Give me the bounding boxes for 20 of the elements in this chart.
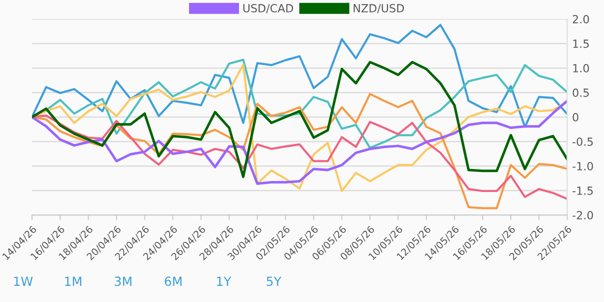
text: 1M (65, 276, 82, 286)
line-series (32, 24, 568, 128)
text: 6M (164, 276, 182, 286)
text: 3M (114, 276, 132, 286)
y-tick-label: 0.5 (572, 88, 589, 97)
y-tick-label: 1.0 (573, 64, 589, 72)
text: 1Y (217, 276, 232, 286)
text: 5Y (266, 276, 282, 286)
y-tick-label: -1.5 (572, 186, 593, 195)
y-tick-label: 0 (572, 113, 578, 122)
y-tick-label: -1.0 (572, 162, 593, 170)
legend-label: USD/CAD (243, 4, 294, 14)
text: 1W (14, 276, 33, 286)
y-tick-label: -0.5 (572, 138, 593, 146)
y-tick-label: -2.0 (572, 211, 593, 220)
legend-label: NZD/USD (354, 4, 404, 14)
line-series (32, 114, 568, 200)
line-series (32, 100, 568, 185)
y-tick-label: 1.5 (573, 40, 589, 48)
y-tick-label: 2.0 (572, 15, 589, 24)
